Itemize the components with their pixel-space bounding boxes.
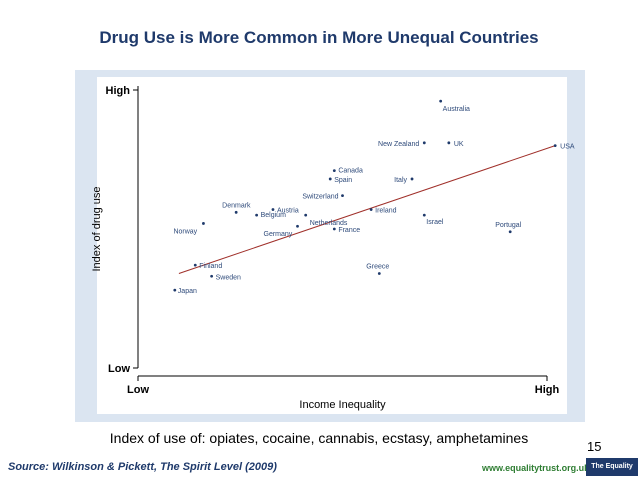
data-point (210, 274, 214, 278)
y-tick-label: High (106, 85, 131, 97)
data-point (341, 194, 344, 198)
data-point (377, 272, 381, 275)
point-label: Japan (178, 288, 197, 295)
data-point (422, 213, 426, 217)
point-labels-group: Australia New Zealand UK USA Canada Spain Ital… (173, 106, 574, 295)
plot-area (97, 77, 567, 414)
point-label: Portugal (495, 222, 522, 229)
point-label: Belgium (261, 212, 286, 219)
point-label: Italy (394, 177, 407, 184)
equality-trust-logo: The Equality Trust (586, 458, 638, 488)
y-tick-label: Low (108, 363, 130, 375)
data-point (202, 222, 205, 225)
point-label: UK (454, 141, 464, 148)
point-label: Netherlands (310, 220, 348, 227)
x-tick-label: High (535, 384, 560, 396)
data-point (234, 210, 238, 214)
data-point (553, 144, 557, 147)
data-point (173, 288, 177, 292)
data-point (193, 263, 197, 267)
point-label: Denmark (222, 202, 251, 209)
data-point (271, 208, 275, 211)
y-axis-label: Index of drug use (91, 186, 103, 271)
data-point (328, 177, 332, 181)
data-point (296, 224, 299, 228)
data-point (369, 208, 373, 211)
website-link[interactable]: www.equalitytrust.org.uk (482, 463, 590, 473)
point-label: Spain (334, 177, 352, 184)
point-label: Ireland (375, 208, 397, 215)
point-label: Australia (443, 106, 470, 113)
page-number: 15 (587, 439, 602, 454)
data-point (332, 169, 336, 173)
x-axis-label: Income Inequality (299, 399, 386, 411)
point-label: Norway (173, 228, 197, 235)
data-point (508, 230, 512, 234)
points-group (173, 99, 557, 292)
data-point (304, 213, 308, 217)
data-point (422, 141, 426, 145)
slide-title: Drug Use is More Common in More Unequal … (99, 28, 539, 47)
point-label: New Zealand (378, 141, 419, 148)
fit-line (178, 145, 556, 274)
trendline-group (178, 145, 556, 274)
axes: Low High Low High Income Inequality Index of … (91, 85, 559, 411)
data-point (410, 177, 414, 181)
point-label: Finland (199, 263, 222, 270)
point-label: Austria (277, 208, 299, 215)
chart-note: Index of use of: opiates, cocaine, canna… (109, 430, 529, 446)
point-label: Canada (338, 168, 363, 175)
data-point (447, 141, 451, 145)
point-label: Sweden (216, 274, 241, 281)
x-tick-label: Low (127, 384, 149, 396)
point-label: Germany (264, 231, 293, 238)
point-label: France (338, 227, 360, 234)
data-point (439, 99, 443, 103)
point-label: Israel (426, 219, 444, 226)
data-point (255, 213, 259, 217)
data-point (332, 227, 336, 231)
point-label: Greece (366, 263, 389, 270)
source-citation: Source: Wilkinson & Pickett, The Spirit … (8, 461, 277, 473)
point-label: Switzerland (302, 194, 338, 201)
scatter-chart: Low High Low High Income Inequality Index of … (91, 85, 575, 411)
chart-frame: Low High Low High Income Inequality Index of … (75, 70, 585, 422)
point-label: USA (560, 144, 575, 151)
